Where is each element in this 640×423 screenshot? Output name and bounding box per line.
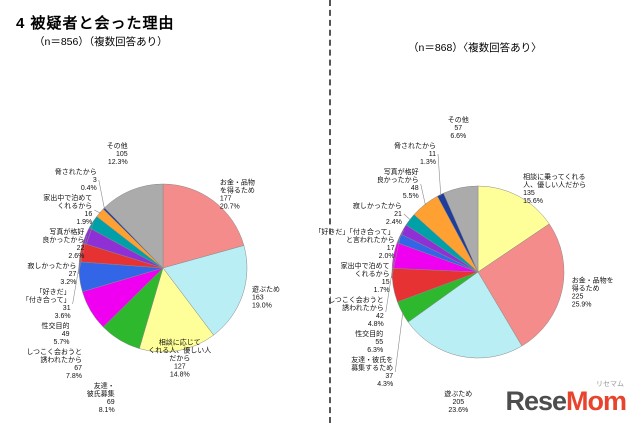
pie-slice-left-0 bbox=[162, 183, 245, 269]
divider-dashed-line bbox=[329, 0, 331, 423]
pie-slice-label: 家出中で泊めてくれるから 16 1.9% bbox=[43, 193, 92, 226]
pie-slice-label: 寂しかったから 27 3.2% bbox=[27, 261, 76, 286]
label-leader-line bbox=[403, 213, 411, 221]
logo-ruby-text: リセマム bbox=[596, 381, 624, 388]
label-leader-line bbox=[385, 255, 395, 313]
pie-slice-left-2 bbox=[138, 267, 214, 353]
pie-slice-label: 写真が格好良かったから 22 2.6% bbox=[42, 227, 84, 260]
label-leader-line bbox=[78, 235, 87, 275]
pie-slice-label: 遊ぶため 163 19.0% bbox=[252, 285, 280, 310]
pie-slice-right-0 bbox=[477, 185, 550, 273]
label-leader-line bbox=[72, 252, 82, 305]
pie-slice-right-1 bbox=[477, 223, 565, 347]
label-leader-line bbox=[98, 179, 105, 210]
pie-slice-label: 友達・彼氏募集 69 8.1% bbox=[87, 381, 115, 414]
pie-slice-label: 「好きだ」「付き合って」と言われたから 17 2.0% bbox=[314, 227, 394, 260]
pie-slice-label: 寂しかったから 21 2.4% bbox=[353, 201, 402, 226]
logo-mom-text: Mom bbox=[566, 386, 627, 416]
pie-slice-label: 性交目的 49 5.7% bbox=[42, 321, 70, 346]
pie-slice-right-2 bbox=[407, 271, 523, 359]
logo-rese-text: Rese bbox=[505, 386, 567, 416]
pie-slice-label: お金・品物を得るため 225 25.9% bbox=[572, 276, 614, 309]
pie-slice-label: 性交目的 55 6.3% bbox=[355, 329, 383, 354]
pie-slice-left-11 bbox=[104, 183, 164, 269]
resemom-logo: リセマム ReseMom bbox=[505, 381, 627, 416]
pie-slice-label: 写真が格好良かったから 48 5.5% bbox=[377, 167, 419, 200]
label-leader-line bbox=[396, 229, 405, 245]
label-leader-line bbox=[420, 183, 426, 206]
label-leader-line bbox=[394, 311, 404, 373]
label-leader-line bbox=[437, 153, 442, 196]
pie-slice-label: 「好きだ」「付き合って」 31 3.6% bbox=[22, 287, 71, 320]
label-leader-line bbox=[86, 222, 94, 245]
pie-slice-label: 脅されたから 3 0.4% bbox=[55, 167, 97, 192]
pie-slice-label: その他 105 12.3% bbox=[107, 141, 128, 166]
pie-slice-label: しつこく会おうと誘われたから 42 4.8% bbox=[328, 295, 384, 328]
pie-slice-label: 相談に応じてくれる人、優しい人だから 127 14.8% bbox=[148, 338, 211, 379]
left-chart-subtitle: （n＝856）（複数回答あり） bbox=[34, 36, 168, 48]
pie-slice-right-11 bbox=[443, 185, 479, 273]
page-title: 4 被疑者と会った理由 bbox=[16, 15, 175, 32]
pie-slice-label: 家出中で泊めてくれるから 15 1.7% bbox=[341, 261, 390, 294]
pie-slice-label: 遊ぶため 205 23.6% bbox=[444, 389, 472, 414]
pie-slice-label: お金・品物を得るため 177 20.7% bbox=[220, 178, 255, 211]
pie-slice-label: 友達・彼氏を募集するため 37 4.3% bbox=[351, 355, 393, 388]
label-leader-line bbox=[391, 238, 401, 279]
pie-slice-label: 脅されたから 11 1.3% bbox=[394, 141, 436, 166]
pie-slice-label: しつこく会おうと誘われたから 67 7.8% bbox=[26, 347, 82, 380]
pie-slice-label: 相談に乗ってくれる人、優しい人だから 135 15.6% bbox=[523, 172, 586, 205]
pie-slice-left-1 bbox=[162, 245, 248, 336]
right-chart-subtitle: （n＝868）〈複数回答あり〉 bbox=[408, 42, 542, 54]
label-leader-line bbox=[94, 209, 101, 214]
pie-slice-label: その他 57 6.6% bbox=[448, 115, 469, 140]
